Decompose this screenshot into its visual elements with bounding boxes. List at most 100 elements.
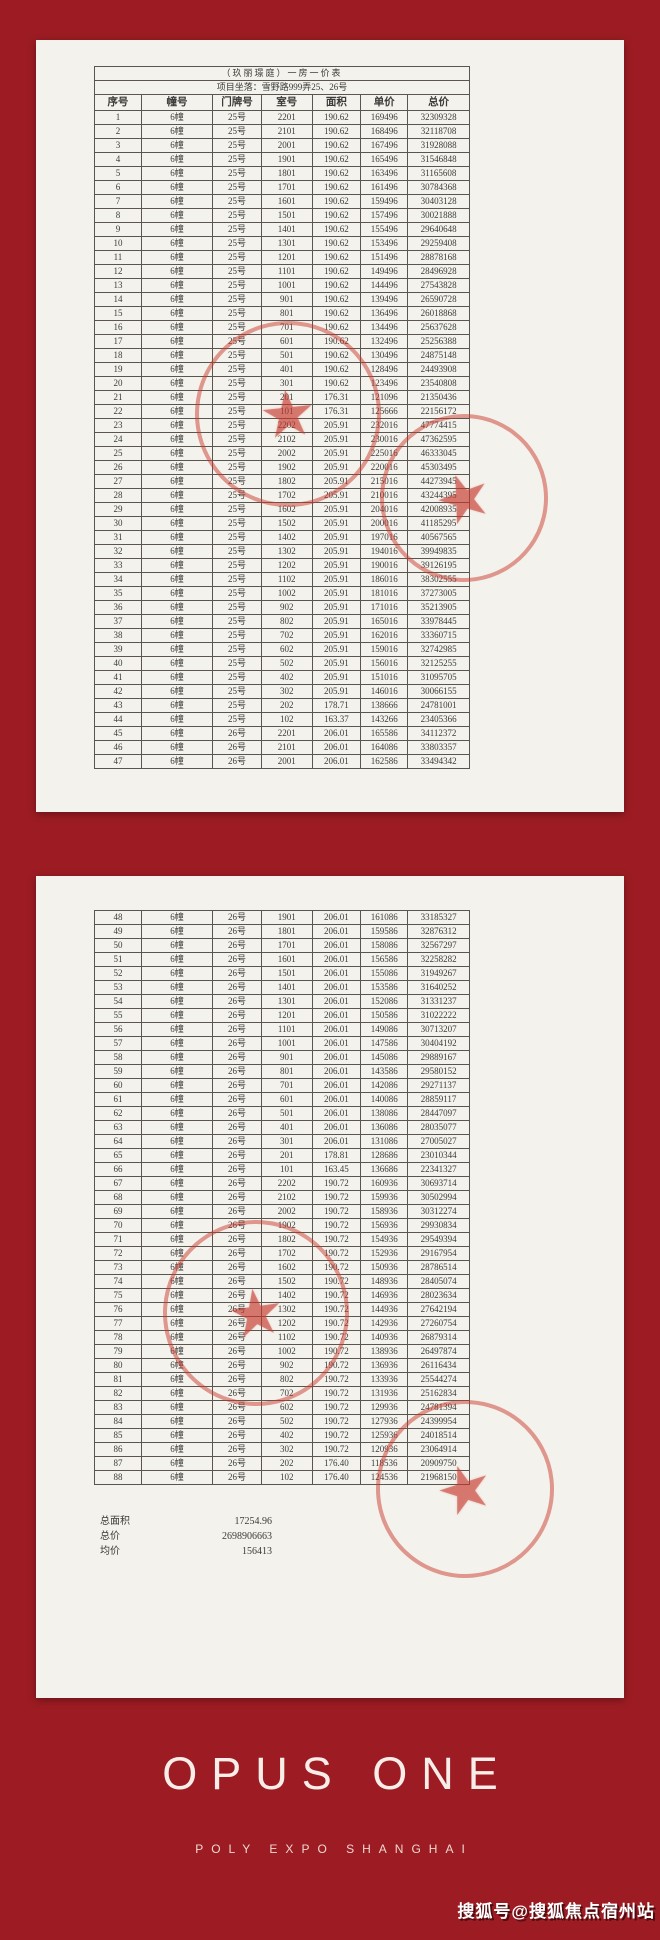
table-cell: 190.62 — [311, 264, 362, 279]
table-cell: 1701 — [260, 938, 313, 953]
table-cell: 161086 — [360, 910, 409, 925]
table-cell: 25号 — [212, 222, 262, 237]
table-cell: 22156172 — [407, 404, 470, 419]
summary-label: 总面积 — [100, 1516, 130, 1527]
table-cell: 201 — [260, 390, 313, 405]
table-row: 52 6幢 26号 1501 206.01 155086 31949267 — [94, 966, 470, 981]
table-cell: 206.01 — [311, 740, 362, 755]
table-cell: 25号 — [212, 712, 262, 727]
table-row: 77 6幢 26号 1202 190.72 142936 27260754 — [94, 1316, 470, 1331]
table-cell: 6幢 — [140, 362, 214, 377]
project-location-row: 项目坐落：雪野路999弄25、26号 — [94, 80, 470, 95]
table-cell: 46 — [94, 740, 142, 755]
table-cell: 1201 — [260, 1008, 313, 1023]
table-cell: 6幢 — [140, 278, 214, 293]
table-cell: 57 — [94, 1036, 142, 1051]
table-row: 45 6幢 26号 2201 206.01 165586 34112372 — [94, 726, 470, 741]
table-cell: 26号 — [212, 980, 262, 995]
table-cell: 131086 — [360, 1134, 409, 1149]
table-cell: 1101 — [260, 1022, 313, 1037]
table-cell: 146936 — [360, 1288, 409, 1303]
table-cell: 206.01 — [311, 1106, 362, 1121]
table-cell: 25号 — [212, 474, 262, 489]
table-cell: 31 — [94, 530, 142, 545]
table-cell: 6幢 — [140, 924, 214, 939]
table-cell: 39949835 — [407, 544, 470, 559]
table-body-page-2: 48 6幢 26号 1901 206.01 161086 33185327 49 6幢 26号 18… — [94, 910, 470, 1485]
table-cell: 205.91 — [311, 572, 362, 587]
table-cell: 158086 — [360, 938, 409, 953]
table-cell: 2102 — [260, 1190, 313, 1205]
table-cell: 29259408 — [407, 236, 470, 251]
table-row: 37 6幢 25号 802 205.91 165016 33978445 — [94, 614, 470, 629]
table-cell: 169496 — [360, 110, 409, 125]
table-cell: 2202 — [260, 418, 313, 433]
table-cell: 26号 — [212, 1442, 262, 1457]
table-row: 4 6幢 25号 1901 190.62 165496 31546848 — [94, 152, 470, 167]
table-row: 11 6幢 25号 1201 190.62 151496 28878168 — [94, 250, 470, 265]
table-cell: 26号 — [212, 1400, 262, 1415]
table-cell: 72 — [94, 1246, 142, 1261]
table-body-page-1: 1 6幢 25号 2201 190.62 169496 32309328 2 6幢 25号 2101… — [94, 110, 470, 769]
table-cell: 6幢 — [140, 966, 214, 981]
table-row: 2 6幢 25号 2101 190.62 168496 32118708 — [94, 124, 470, 139]
table-cell: 171016 — [360, 600, 409, 615]
table-row: 36 6幢 25号 902 205.91 171016 35213905 — [94, 600, 470, 615]
table-row: 76 6幢 26号 1302 190.72 144936 27642194 — [94, 1302, 470, 1317]
table-cell: 26497874 — [407, 1344, 470, 1359]
table-cell: 142086 — [360, 1078, 409, 1093]
table-cell: 6幢 — [140, 600, 214, 615]
table-cell: 402 — [260, 1428, 313, 1443]
table-cell: 25号 — [212, 642, 262, 657]
table-cell: 163.37 — [311, 712, 362, 727]
table-cell: 28023634 — [407, 1288, 470, 1303]
table-cell: 69 — [94, 1204, 142, 1219]
table-cell: 45 — [94, 726, 142, 741]
table-cell: 31022222 — [407, 1008, 470, 1023]
table-cell: 28447097 — [407, 1106, 470, 1121]
table-cell: 39126195 — [407, 558, 470, 573]
table-cell: 6幢 — [140, 726, 214, 741]
table-cell: 1302 — [260, 1302, 313, 1317]
table-row: 9 6幢 25号 1401 190.62 155496 29640648 — [94, 222, 470, 237]
document-page-2: 48 6幢 26号 1901 206.01 161086 33185327 49 6幢 26号 18… — [36, 876, 624, 1698]
table-cell: 35213905 — [407, 600, 470, 615]
table-row: 85 6幢 26号 402 190.72 125936 24018514 — [94, 1428, 470, 1443]
table-cell: 128496 — [360, 362, 409, 377]
table-cell: 25号 — [212, 264, 262, 279]
table-cell: 161496 — [360, 180, 409, 195]
table-row: 56 6幢 26号 1101 206.01 149086 30713207 — [94, 1022, 470, 1037]
table-row: 15 6幢 25号 801 190.62 136496 26018868 — [94, 306, 470, 321]
table-cell: 190.62 — [311, 376, 362, 391]
table-cell: 197016 — [360, 530, 409, 545]
table-cell: 40 — [94, 656, 142, 671]
table-cell: 6幢 — [140, 166, 214, 181]
table-cell: 25号 — [212, 558, 262, 573]
table-cell: 26号 — [212, 1204, 262, 1219]
table-cell: 26号 — [212, 1218, 262, 1233]
table-cell: 30066155 — [407, 684, 470, 699]
table-row: 63 6幢 26号 401 206.01 136086 28035077 — [94, 1120, 470, 1135]
table-cell: 194016 — [360, 544, 409, 559]
table-cell: 32876312 — [407, 924, 470, 939]
table-cell: 31165608 — [407, 166, 470, 181]
table-cell: 25号 — [212, 362, 262, 377]
table-cell: 25号 — [212, 432, 262, 447]
table-cell: 121096 — [360, 390, 409, 405]
table-cell: 142936 — [360, 1316, 409, 1331]
table-cell: 136086 — [360, 1120, 409, 1135]
table-cell: 52 — [94, 966, 142, 981]
table-cell: 1802 — [260, 1232, 313, 1247]
summary-average-price: 均价 156413 — [100, 1544, 272, 1559]
table-cell: 148936 — [360, 1274, 409, 1289]
table-cell: 1301 — [260, 236, 313, 251]
table-cell: 205.91 — [311, 460, 362, 475]
table-cell: 6幢 — [140, 1344, 214, 1359]
summary-total-price: 总价 2698906663 — [100, 1529, 272, 1544]
table-cell: 78 — [94, 1330, 142, 1345]
table-cell: 136496 — [360, 306, 409, 321]
table-cell: 25号 — [212, 166, 262, 181]
table-cell: 25号 — [212, 250, 262, 265]
table-row: 38 6幢 25号 702 205.91 162016 33360715 — [94, 628, 470, 643]
table-cell: 6幢 — [140, 1078, 214, 1093]
